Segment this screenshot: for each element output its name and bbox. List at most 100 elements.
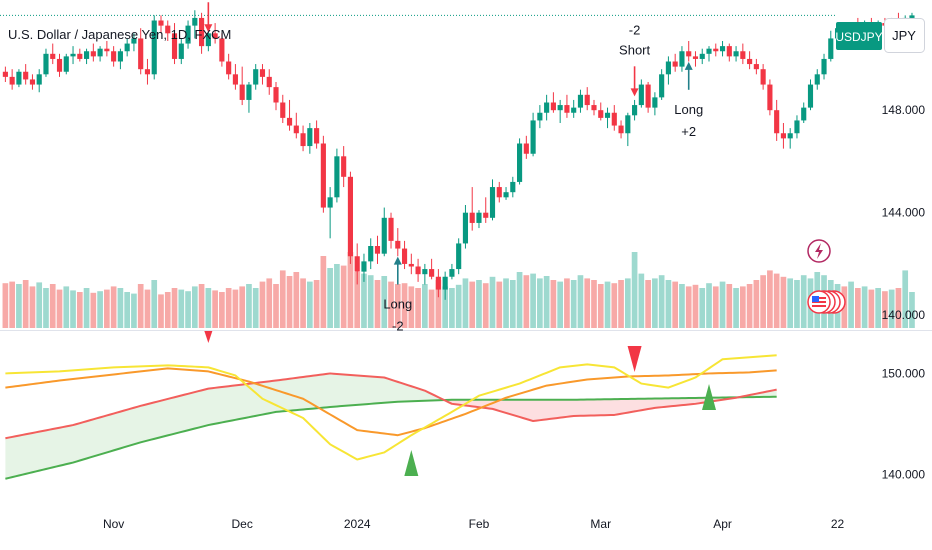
volume-bar [780,276,787,328]
candle [807,79,814,111]
volume-bar [70,290,76,328]
indicator-tick-label: 150.000 [882,366,926,380]
candle [286,99,293,131]
volume-bar [753,280,760,328]
symbol-badge[interactable]: USDJPY [835,22,883,50]
candle-body [165,25,171,34]
candle [672,53,678,72]
candle [557,99,563,123]
candle-body [307,128,313,147]
candle [733,46,739,62]
volume-bar [347,252,354,328]
candle [767,79,773,116]
chart-title: U.S. Dollar / Japanese Yen, 1D, FXCM [8,27,231,42]
candle-body [97,48,103,57]
candle [679,46,685,72]
time-tick-label: Nov [103,517,124,531]
candle-body [496,187,502,198]
candle [625,112,631,147]
volume-bar [631,252,638,328]
candle-body [618,125,624,134]
volume-bar [259,281,266,328]
candle [429,258,435,280]
indicator-tick-label: 140.000 [882,468,926,482]
candle [483,197,489,223]
candle-body [503,192,509,198]
candle-body [544,102,550,113]
candle-body [469,212,475,223]
candle-body [77,53,83,59]
time-tick-label: 2024 [344,517,371,531]
volume-bar [658,275,665,328]
volume-bar [577,275,584,328]
volume-bar [354,272,361,328]
volume-bar [706,283,712,328]
candle-body [171,33,178,59]
currency-button-label: JPY [892,28,916,43]
volume-bar [83,288,90,328]
candle-body [557,105,563,111]
candle [814,69,820,90]
currency-button[interactable]: JPY [884,18,925,53]
volume-bar [191,286,198,328]
volume-bar [320,256,327,328]
candle-body [408,263,414,267]
price-axis: 148.000 144.000 140.000 150.000 140.000 [882,103,926,482]
candle-body [293,125,299,134]
candle-body [537,112,543,121]
volume-bar [618,280,624,328]
candle [713,43,719,57]
volume-bar [638,273,645,328]
candle [50,43,56,65]
volume-bar [266,278,273,328]
events-icons[interactable] [807,239,846,314]
indicator-line [5,354,777,461]
candle [449,263,455,280]
candle-body [510,181,516,193]
candle [341,146,347,188]
candle [2,66,8,82]
candle [111,46,117,67]
candle [246,82,252,113]
candle-body [699,53,705,59]
candle-body [659,74,665,98]
volume-bar [164,292,171,328]
volume-bar [158,294,164,328]
volume-bar [679,284,685,328]
candle [347,171,354,264]
volume-bar [489,276,496,328]
volume-bar [49,284,56,328]
candle [374,235,381,264]
arrow-head [630,88,639,97]
volume-bar [861,286,868,328]
candle [577,89,584,113]
time-tick-label: 22 [831,517,845,531]
candle [320,135,326,213]
candle [307,123,313,154]
candle [645,82,651,113]
volume-bar [422,284,428,328]
candle [571,99,577,118]
volume-bar [516,272,523,328]
volume-bar [509,280,516,328]
volume-bar [760,275,766,328]
candle-body [158,20,164,26]
signal-annotations: Short Long -2 -2 Short Long +2 [204,2,703,334]
candle-body [111,51,117,62]
candle-body [422,269,428,275]
volume-bar [361,273,367,328]
indicator-line [5,372,777,440]
candle-body [564,105,570,113]
volume-bar [584,278,591,328]
candle-body [273,87,279,103]
candle-body [43,53,49,75]
volume-bar [645,280,651,328]
candle-body [232,74,238,85]
volume-bar [110,286,117,328]
volume-bar [388,281,394,328]
candle-body [476,212,482,223]
candle-body [144,69,151,75]
candle [56,53,63,77]
candle [273,82,279,111]
